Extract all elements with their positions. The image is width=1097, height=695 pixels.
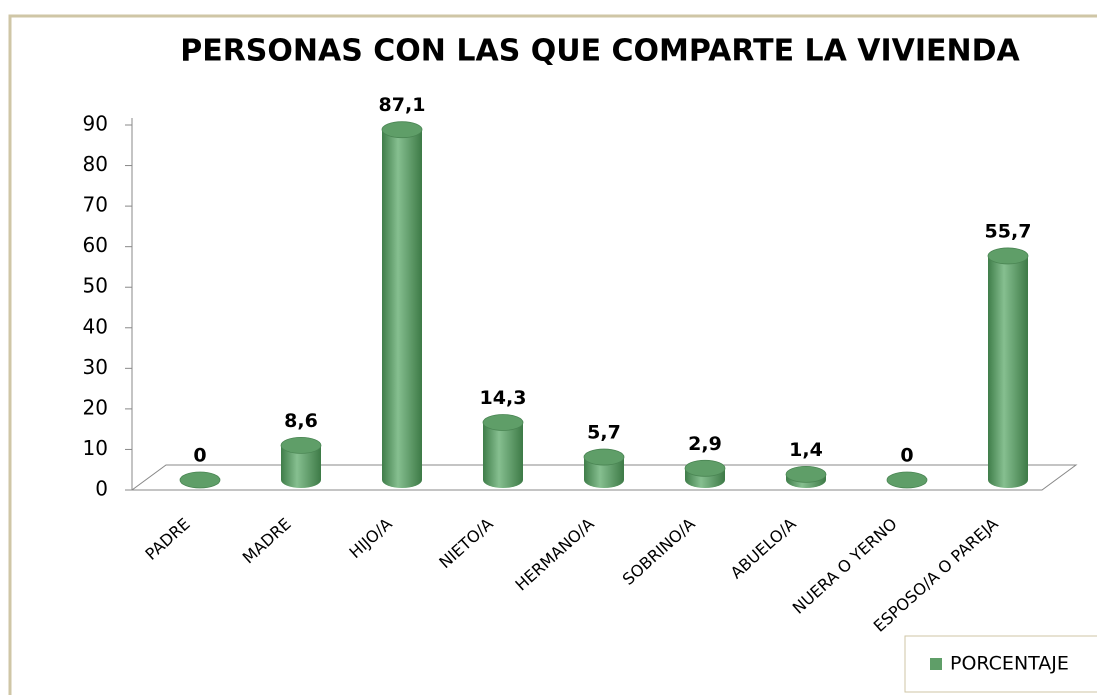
- value-label: 0: [900, 445, 913, 467]
- y-tick-label: 10: [83, 436, 108, 460]
- bar: [483, 414, 523, 488]
- bar-top: [987, 247, 1029, 265]
- chart-title: PERSONAS CON LAS QUE COMPARTE LA VIVIEND…: [180, 34, 1020, 69]
- y-tick-label: 0: [95, 477, 108, 501]
- value-label: 55,7: [985, 220, 1032, 242]
- bar: [382, 121, 422, 489]
- value-label: 8,6: [284, 410, 318, 432]
- y-tick-label: 30: [83, 355, 108, 379]
- bar-top: [684, 459, 726, 477]
- value-label: 2,9: [688, 433, 722, 455]
- value-label: 0: [193, 445, 206, 467]
- legend-swatch: [930, 658, 942, 670]
- value-label: 1,4: [789, 439, 823, 461]
- bar-top: [583, 448, 625, 466]
- chart-frame: [8, 14, 1097, 695]
- bar-top: [785, 465, 827, 483]
- y-tick-label: 20: [83, 395, 108, 419]
- value-label: 5,7: [587, 422, 621, 444]
- bar-top: [381, 121, 423, 139]
- y-tick-label: 60: [83, 233, 108, 257]
- bar-top: [482, 414, 524, 431]
- value-label: 14,3: [480, 387, 527, 409]
- value-label: 87,1: [379, 94, 426, 116]
- bar-top: [179, 471, 221, 489]
- y-tick-label: 40: [83, 314, 108, 338]
- y-tick-label: 90: [83, 112, 108, 136]
- bar-top: [280, 437, 322, 454]
- y-tick-label: 70: [83, 193, 108, 217]
- bar: [988, 247, 1028, 488]
- y-tick-label: 80: [83, 152, 108, 176]
- legend-label: PORCENTAJE: [950, 653, 1069, 675]
- y-tick-label: 50: [83, 274, 108, 298]
- bar-top: [886, 471, 928, 489]
